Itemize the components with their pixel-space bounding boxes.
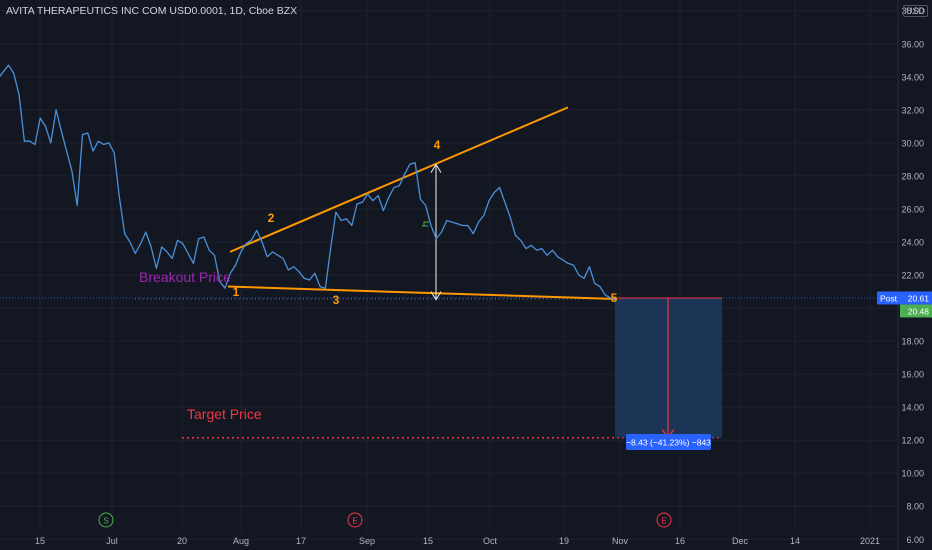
y-tick-label: 22.00 xyxy=(901,271,924,281)
point-label-1: 1 xyxy=(233,285,240,299)
x-tick-label: 20 xyxy=(177,536,187,546)
x-tick-label: Jul xyxy=(106,536,118,546)
event-label: E xyxy=(352,517,357,526)
x-axis: 15 Jul 20 Aug 17 Sep 15 Oct 19 Nov 16 Dec 14 2021 xyxy=(35,536,880,546)
x-tick-label: 14 xyxy=(790,536,800,546)
annotation-labels: 1 2 3 4 5 Breakout Price Target Price −8.43 (−4… xyxy=(98,138,932,528)
x-tick-label: Aug xyxy=(233,536,249,546)
y-tick-label: 34.00 xyxy=(901,72,924,82)
y-tick-label: 16.00 xyxy=(901,370,924,380)
breakout-label: Breakout Price xyxy=(139,269,231,285)
event-marker xyxy=(656,512,672,528)
x-tick-label: Sep xyxy=(359,536,375,546)
y-tick-label: 12.00 xyxy=(901,436,924,446)
event-marker xyxy=(98,512,114,528)
x-tick-label: Nov xyxy=(612,536,629,546)
y-tick-label: 14.00 xyxy=(901,403,924,413)
x-tick-label: 16 xyxy=(675,536,685,546)
event-label: S xyxy=(103,517,108,526)
y-tick-label: 26.00 xyxy=(901,204,924,214)
post-price-badge xyxy=(877,291,932,305)
measure-label: −8.43 (−41.23%) −843 xyxy=(626,438,711,448)
ruler-icon xyxy=(422,221,429,227)
y-tick-label: 28.00 xyxy=(901,171,924,181)
price-line xyxy=(0,64,616,301)
upper-trendline xyxy=(229,106,569,253)
y-tick-label: 8.00 xyxy=(906,502,924,512)
last-price-badge xyxy=(900,304,932,318)
y-tick-label: 32.00 xyxy=(901,105,924,115)
post-badge-value: 20.61 xyxy=(908,293,930,303)
x-tick-label: 2021 xyxy=(860,536,880,546)
last-badge-value: 20.48 xyxy=(908,306,930,316)
target-label: Target Price xyxy=(187,406,262,422)
point-label-2: 2 xyxy=(268,211,275,225)
x-tick-label: Dec xyxy=(732,536,749,546)
overlays xyxy=(0,106,898,439)
y-tick-label: 10.00 xyxy=(901,469,924,479)
currency-badge[interactable]: USD xyxy=(902,5,928,17)
point-label-4: 4 xyxy=(434,138,441,152)
y-tick-label: 6.00 xyxy=(906,535,924,545)
y-tick-label: 36.00 xyxy=(901,39,924,49)
height-arrow-bottom xyxy=(430,291,442,301)
event-label: E xyxy=(661,517,666,526)
x-tick-label: 15 xyxy=(35,536,45,546)
y-tick-label: 18.00 xyxy=(901,337,924,347)
event-marker xyxy=(347,512,363,528)
price-axis-panel xyxy=(898,0,932,550)
post-badge-label: Post xyxy=(880,293,898,303)
x-tick-label: 19 xyxy=(559,536,569,546)
y-axis: 6.008.0010.0012.0014.0016.0018.0020.0022… xyxy=(901,6,924,545)
y-tick-label: 30.00 xyxy=(901,138,924,148)
x-tick-label: Oct xyxy=(483,536,498,546)
point-label-3: 3 xyxy=(333,293,340,307)
x-tick-label: 15 xyxy=(423,536,433,546)
gridlines xyxy=(0,0,898,540)
height-arrow-top xyxy=(430,163,442,173)
x-tick-label: 17 xyxy=(296,536,306,546)
y-tick-label: 24.00 xyxy=(901,237,924,247)
measure-label-box xyxy=(626,434,711,450)
series-layer xyxy=(0,64,616,301)
lower-trendline xyxy=(227,285,617,300)
point-label-5: 5 xyxy=(611,291,618,305)
symbol-title: AVITA THERAPEUTICS INC COM USD0.0001, 1D… xyxy=(6,5,298,17)
y-tick-label: 38.00 xyxy=(901,6,924,16)
